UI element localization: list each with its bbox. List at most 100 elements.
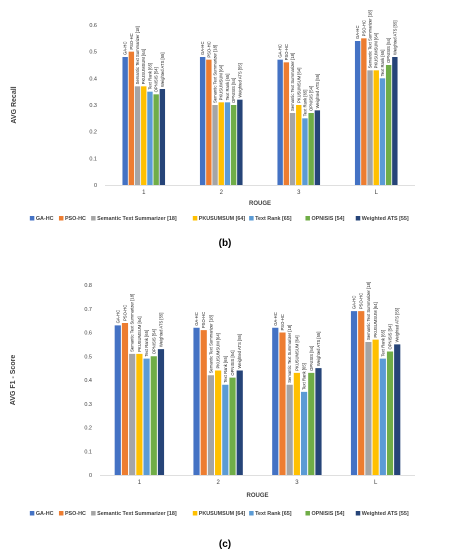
bar bbox=[302, 118, 308, 185]
bar-data-label: PKUSUMSUM [64] bbox=[141, 49, 146, 84]
bar bbox=[212, 105, 218, 185]
bar bbox=[289, 113, 296, 185]
bar-data-label: Weighted ATS [55] bbox=[160, 52, 165, 87]
x-tick-label: L bbox=[375, 190, 379, 196]
x-axis-label: ROUGE bbox=[249, 201, 271, 207]
bar bbox=[153, 94, 159, 185]
legend-label: GA-HC bbox=[36, 511, 54, 517]
bar-data-label: Text Rank [65] bbox=[223, 356, 228, 383]
bar-data-label: PKUSUMSUM [64] bbox=[216, 333, 221, 368]
bar bbox=[315, 368, 322, 475]
bar bbox=[193, 327, 200, 475]
legend-label: PKUSUMSUM [64] bbox=[199, 216, 246, 222]
legend-swatch bbox=[305, 216, 310, 221]
bar-data-label: PKUSUMSUM [64] bbox=[374, 33, 379, 68]
legend-label: PKUSUMSUM [64] bbox=[199, 511, 246, 517]
bar-data-label: OPNISIS [54] bbox=[386, 38, 391, 63]
legend-label: PSO-HC bbox=[65, 216, 86, 222]
legend-label: Text Rank [65] bbox=[255, 511, 292, 517]
bar-data-label: GA-HC bbox=[115, 310, 120, 324]
legend-swatch bbox=[91, 216, 96, 221]
bar bbox=[122, 57, 128, 185]
bar-data-label: PSO-HC bbox=[361, 20, 366, 36]
legend-swatch bbox=[355, 216, 361, 221]
bar-data-label: PKUSUMSUM [64] bbox=[137, 317, 142, 352]
x-tick-label: 3 bbox=[295, 480, 299, 486]
bar bbox=[206, 59, 212, 185]
legend-label: OPNISIS [54] bbox=[311, 511, 344, 517]
bar bbox=[308, 372, 315, 475]
bar bbox=[379, 78, 386, 185]
bar bbox=[236, 370, 243, 475]
bar bbox=[379, 358, 386, 475]
bar bbox=[237, 99, 243, 185]
bar bbox=[143, 358, 150, 475]
legend-label: Weighted ATS [55] bbox=[362, 216, 409, 222]
bar-data-label: OPNISIS [54] bbox=[309, 86, 314, 111]
legend-swatch bbox=[249, 216, 254, 221]
bar bbox=[199, 57, 206, 185]
legend-label: Weighted ATS [55] bbox=[362, 511, 409, 517]
bar-data-label: GA-HC bbox=[194, 312, 199, 326]
bar bbox=[296, 105, 302, 185]
bar-data-label: GA-HC bbox=[355, 26, 360, 40]
y-tick-label: 0.4 bbox=[84, 378, 92, 384]
bar-data-label: PKUSUMSUM [64] bbox=[219, 65, 224, 100]
bar-data-label: GA-HC bbox=[278, 44, 283, 58]
bar bbox=[385, 65, 392, 185]
bar bbox=[215, 370, 222, 475]
legend-label: Semantic Text Summarizer [18] bbox=[97, 511, 177, 517]
bar-data-label: Semantic Text Summarizer [18] bbox=[287, 325, 292, 383]
bar-data-label: GA-HC bbox=[200, 42, 205, 56]
bar-data-label: PSO-HC bbox=[280, 314, 285, 330]
legend-swatch bbox=[29, 216, 35, 221]
bar-data-label: Weighted ATS [55] bbox=[392, 20, 397, 55]
x-tick-label: 2 bbox=[220, 190, 224, 196]
bar-data-label: GA-HC bbox=[273, 312, 278, 326]
bar-data-label: Weighted ATS [55] bbox=[237, 63, 242, 98]
legend-label: PSO-HC bbox=[65, 511, 86, 517]
bar bbox=[136, 353, 143, 475]
caption-c: (c) bbox=[219, 539, 231, 550]
bar bbox=[207, 375, 215, 475]
bar-data-label: Text Rank [65] bbox=[380, 330, 385, 357]
bar bbox=[372, 339, 379, 475]
bar-data-label: PSO-HC bbox=[129, 33, 134, 49]
bar bbox=[277, 59, 283, 185]
y-tick-label: 0.3 bbox=[89, 103, 97, 109]
bar-data-label: OPNISIS [54] bbox=[230, 350, 235, 375]
bar bbox=[150, 356, 157, 475]
bar-data-label: Text Rank [65] bbox=[302, 363, 307, 390]
bar bbox=[394, 344, 401, 475]
x-tick-label: 1 bbox=[142, 190, 146, 196]
bar bbox=[367, 70, 373, 185]
bar bbox=[314, 110, 321, 185]
bar-data-label: PSO-HC bbox=[122, 305, 127, 321]
bar bbox=[147, 91, 153, 185]
bar-data-label: Semantic Text Summarizer [18] bbox=[213, 45, 218, 103]
legend: GA-HC PSO-HC Semantic Text Summarizer [18]… bbox=[29, 216, 409, 222]
bar-data-label: OPNISIS [54] bbox=[388, 324, 393, 349]
y-tick-label: 0 bbox=[89, 473, 92, 479]
y-tick-label: 0.4 bbox=[89, 76, 97, 82]
bar bbox=[121, 323, 129, 475]
y-tick-label: 0.2 bbox=[84, 426, 92, 432]
legend-swatch bbox=[58, 511, 64, 516]
bar-data-label: PKUSUMSUM [64] bbox=[373, 302, 378, 337]
x-tick-label: 2 bbox=[216, 480, 220, 486]
bar bbox=[358, 311, 365, 475]
bar bbox=[350, 311, 358, 475]
bar-data-label: Weighted ATS [55] bbox=[158, 313, 163, 348]
bar bbox=[392, 57, 398, 185]
legend-swatch bbox=[58, 216, 64, 221]
legend-swatch bbox=[29, 511, 35, 516]
legend-label: Text Rank [65] bbox=[255, 216, 292, 222]
bar bbox=[157, 349, 165, 475]
bar bbox=[283, 62, 290, 186]
y-tick-label: 0.2 bbox=[89, 130, 97, 136]
y-axis-label: AVG Recall bbox=[11, 86, 18, 123]
bar-data-label: GA-HC bbox=[123, 42, 128, 55]
legend-swatch bbox=[192, 216, 198, 221]
